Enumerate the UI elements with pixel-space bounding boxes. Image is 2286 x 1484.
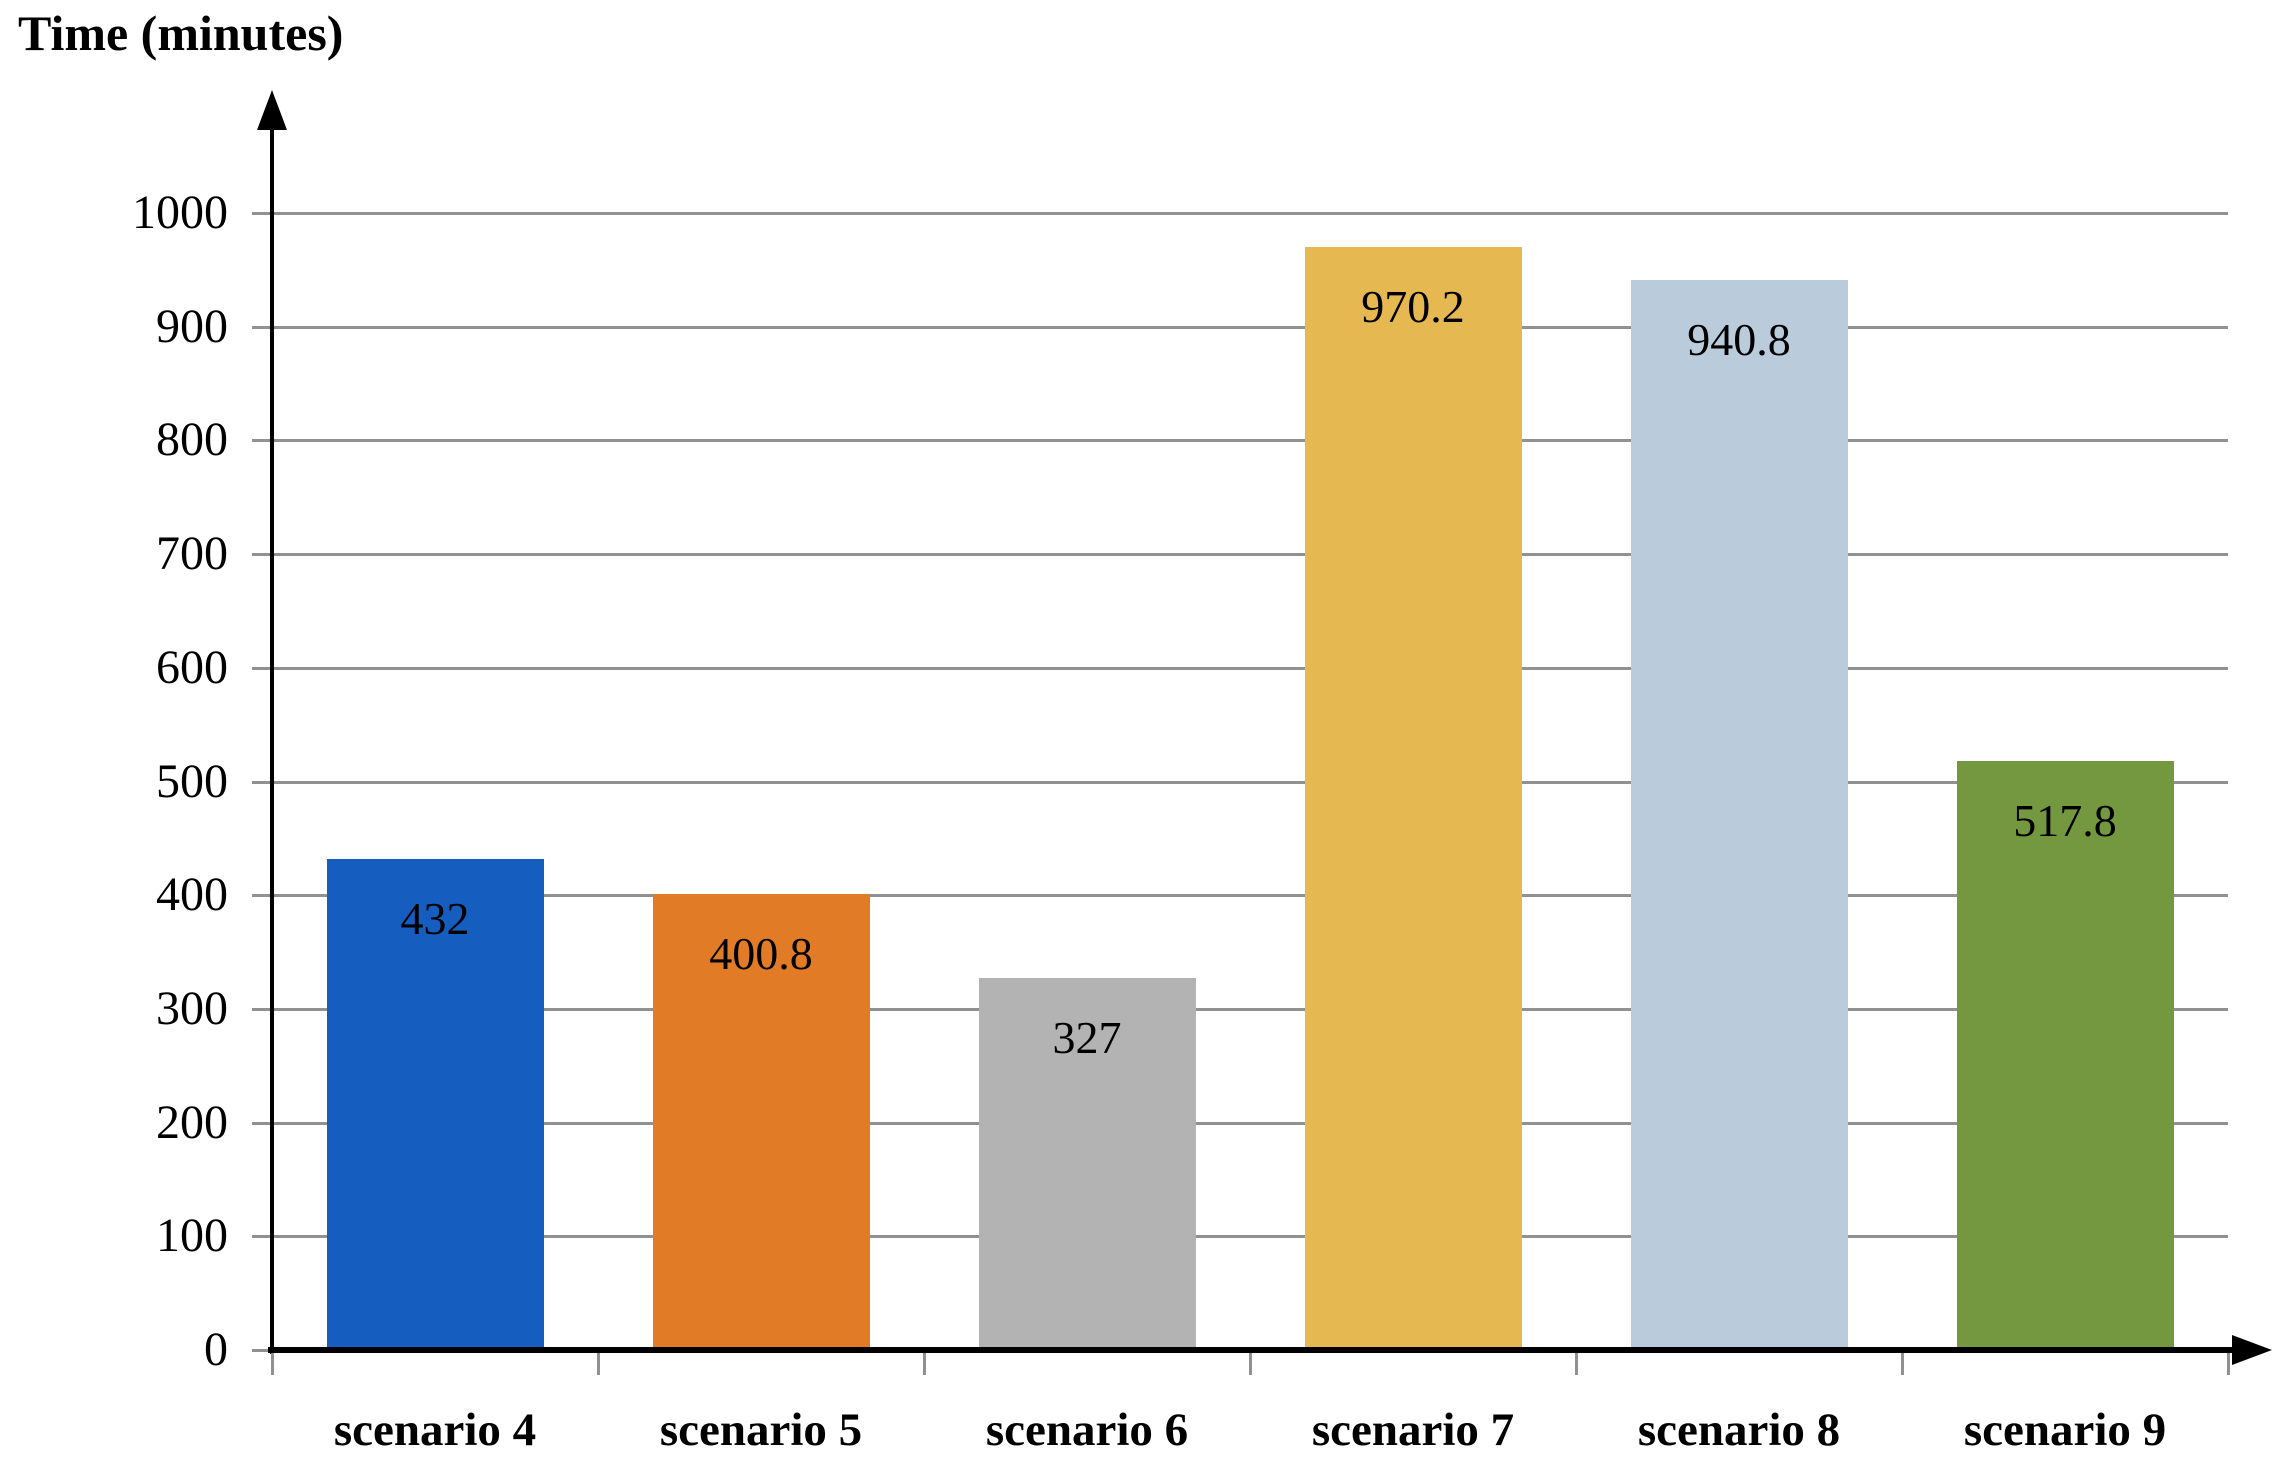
gridline-100 <box>252 1235 2228 1239</box>
x-category-label-scenario-6: scenario 6 <box>985 1404 1189 1456</box>
y-axis-line <box>270 98 274 1354</box>
bar-scenario-9: 517.8 <box>1956 761 2174 1350</box>
x-tick-2 <box>923 1353 926 1375</box>
y-tick-label-100: 100 <box>156 1209 228 1263</box>
gridline-600 <box>252 666 2228 670</box>
gridline-700 <box>252 553 2228 557</box>
y-tick-label-500: 500 <box>156 754 228 808</box>
y-axis-arrow-icon <box>257 90 287 130</box>
bar-value-label: 327 <box>1052 1012 1122 1064</box>
x-category-label-scenario-7: scenario 7 <box>1311 1404 1515 1456</box>
x-category-label-scenario-9: scenario 9 <box>1963 1404 2167 1456</box>
gridline-1000 <box>252 212 2228 215</box>
y-tick-label-300: 300 <box>156 981 228 1035</box>
x-tick-3 <box>1249 1353 1252 1375</box>
gridline-500 <box>252 780 2228 784</box>
y-tick-label-600: 600 <box>156 640 228 694</box>
x-category-label-scenario-4: scenario 4 <box>333 1404 537 1456</box>
x-tick-1 <box>597 1353 600 1375</box>
gridline-800 <box>252 439 2228 443</box>
x-axis-line <box>268 1347 2236 1353</box>
bar-scenario-6: 327 <box>978 978 1196 1350</box>
bar-scenario-8: 940.8 <box>1630 280 1848 1350</box>
y-tick-label-400: 400 <box>156 868 228 922</box>
x-tick-4 <box>1575 1353 1578 1375</box>
bar-value-label: 432 <box>400 892 470 944</box>
x-axis-arrow-icon <box>2232 1335 2272 1365</box>
chart-title: Time (minutes) <box>18 5 344 61</box>
bar-value-label: 400.8 <box>709 928 813 980</box>
bar-scenario-4: 432 <box>326 858 544 1350</box>
bar-scenario-7: 970.2 <box>1304 246 1522 1350</box>
gridline-200 <box>252 1121 2228 1125</box>
x-category-label-scenario-5: scenario 5 <box>659 1404 863 1456</box>
y-tick-label-1000: 1000 <box>132 186 228 239</box>
y-tick-label-0: 0 <box>204 1323 228 1376</box>
bar-value-label: 940.8 <box>1687 314 1791 366</box>
bar-value-label: 517.8 <box>2013 795 2117 847</box>
gridline-400 <box>252 894 2228 898</box>
gridline-300 <box>252 1007 2228 1011</box>
gridline-900 <box>252 325 2228 329</box>
y-tick-label-200: 200 <box>156 1095 228 1149</box>
x-category-label-scenario-8: scenario 8 <box>1637 1404 1841 1456</box>
y-tick-label-800: 800 <box>156 413 228 467</box>
bar-scenario-5: 400.8 <box>652 894 870 1350</box>
x-tick-6 <box>2227 1353 2230 1375</box>
x-tick-0 <box>271 1353 274 1375</box>
y-tick-label-900: 900 <box>156 299 228 353</box>
x-tick-5 <box>1901 1353 1904 1375</box>
y-tick-label-700: 700 <box>156 527 228 581</box>
bar-value-label: 970.2 <box>1361 280 1465 332</box>
